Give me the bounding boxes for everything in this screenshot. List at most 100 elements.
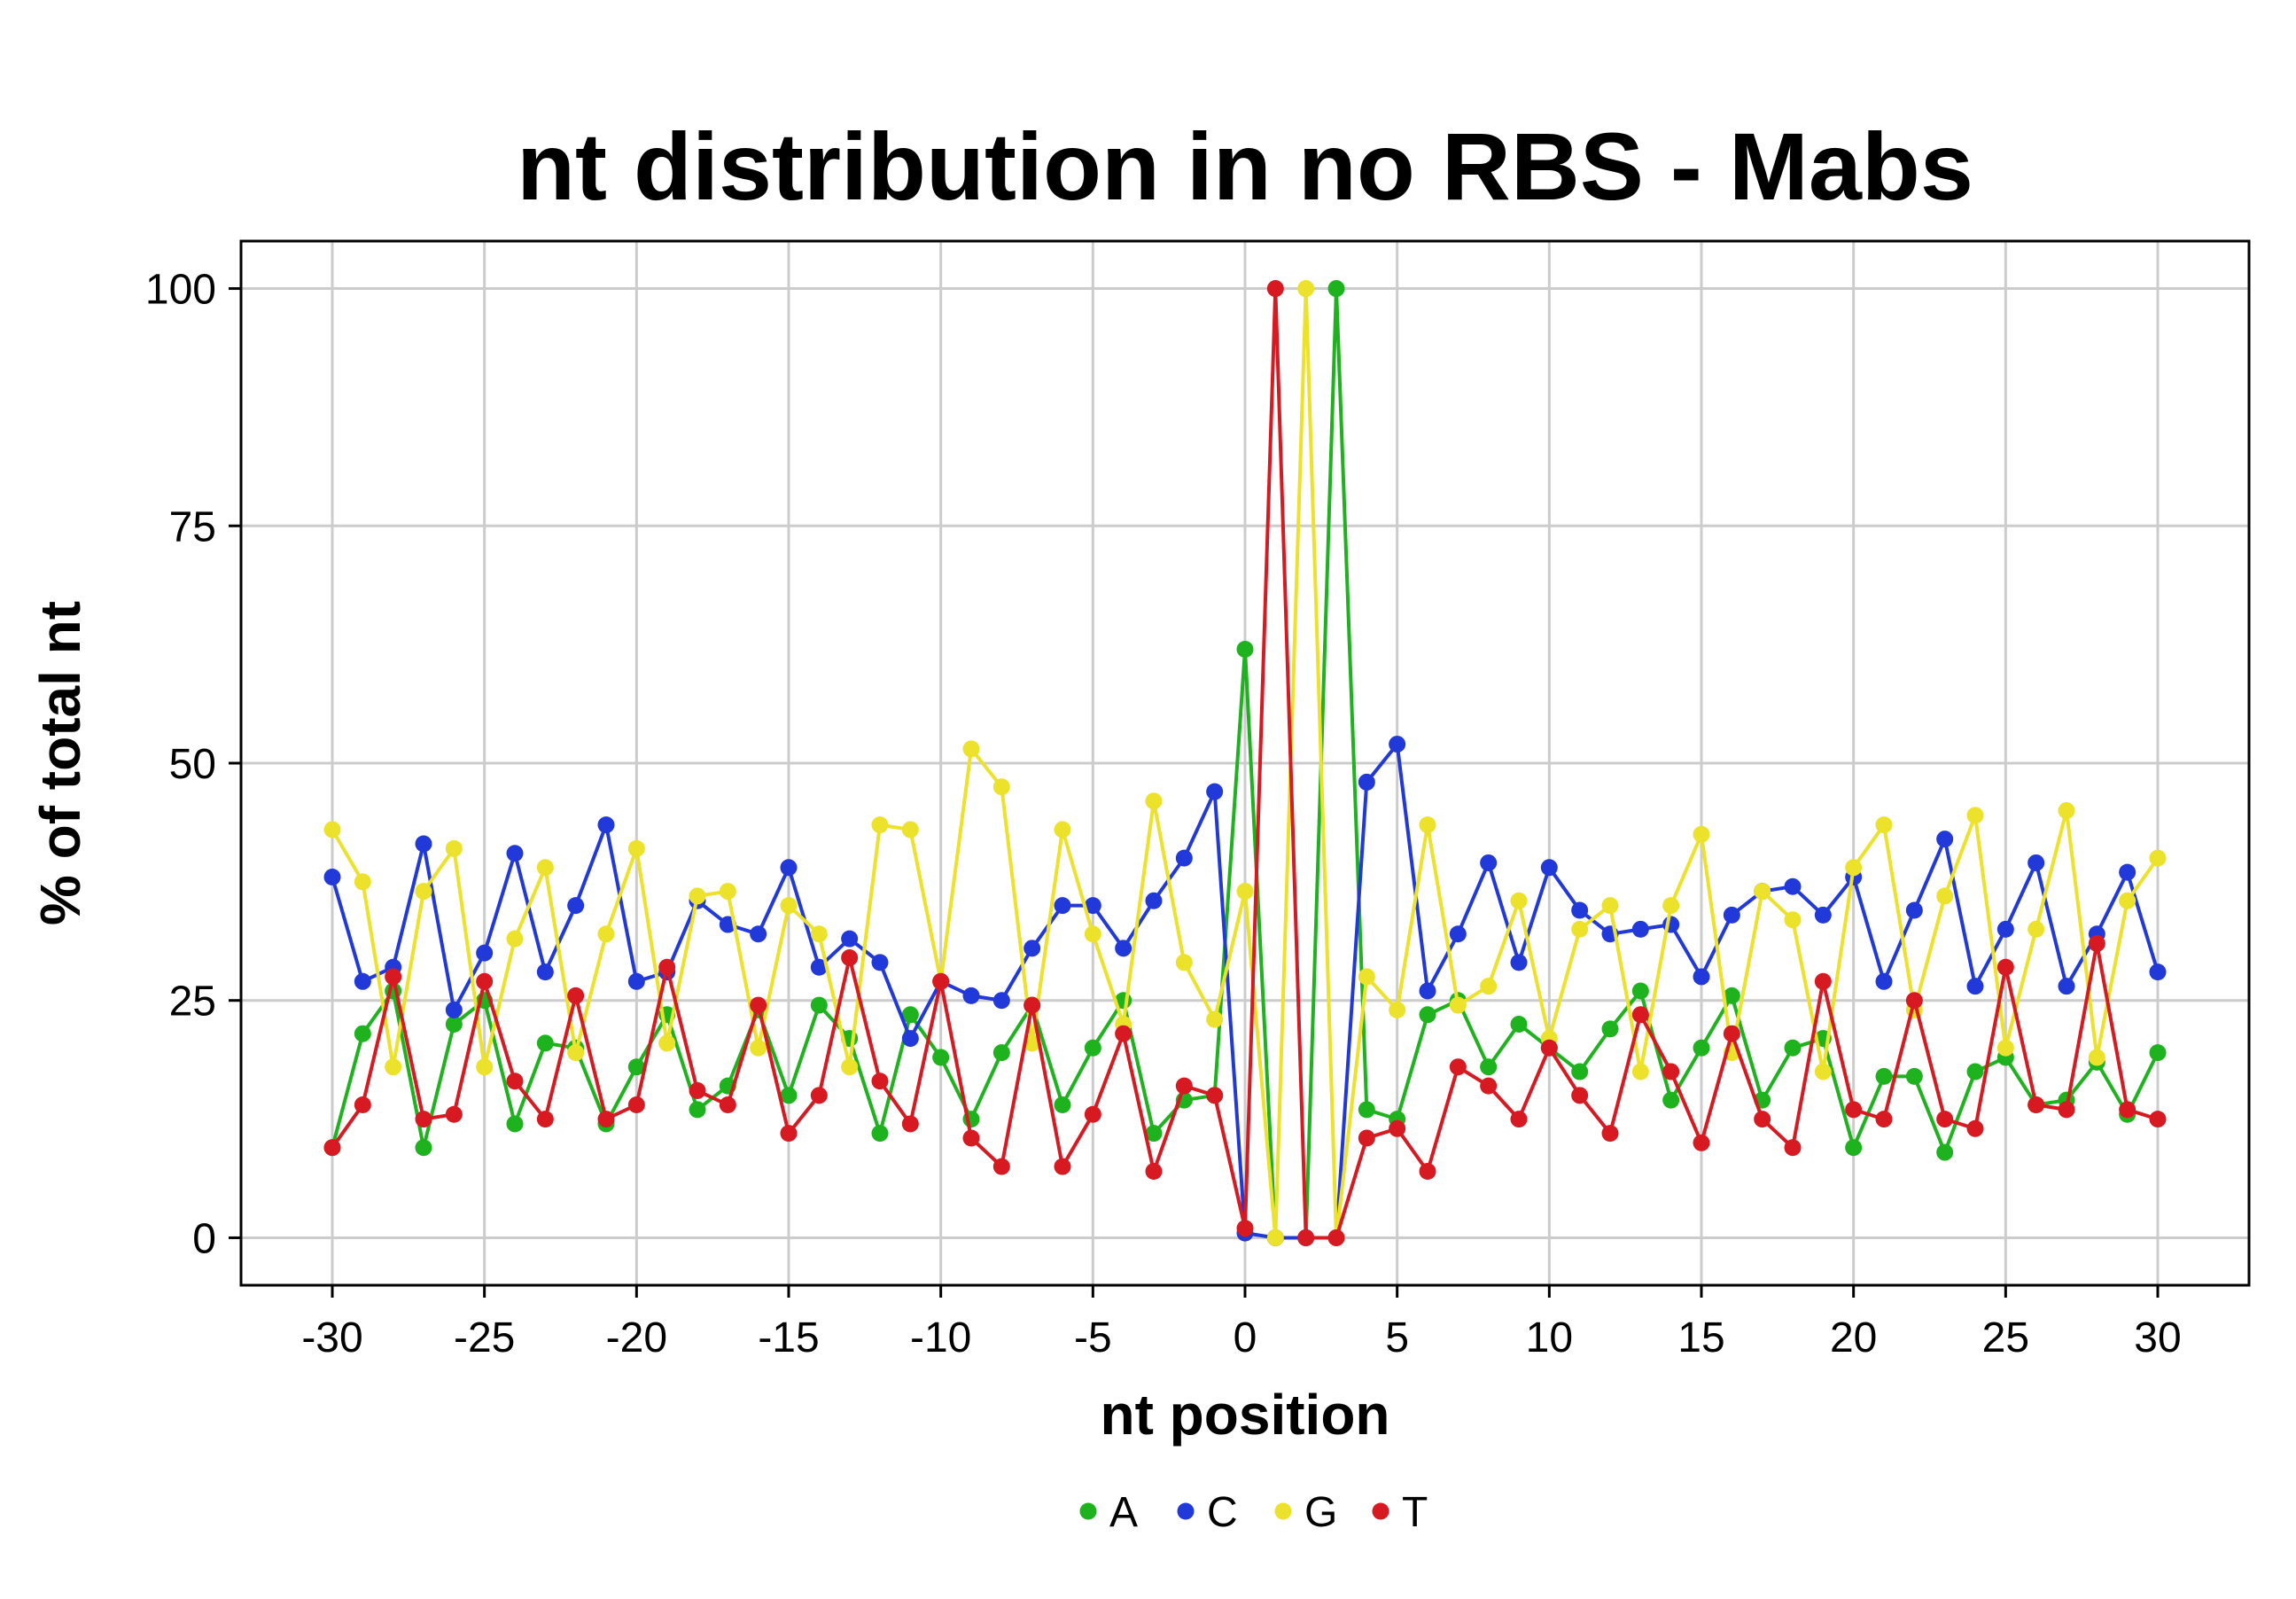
data-point-C bbox=[627, 972, 645, 990]
data-point-T bbox=[2149, 1111, 2167, 1128]
data-point-A bbox=[1601, 1020, 1619, 1038]
data-point-C bbox=[871, 954, 889, 971]
data-point-G bbox=[1845, 859, 1863, 877]
data-point-C bbox=[1084, 897, 1101, 915]
x-axis-title: nt position bbox=[1100, 1383, 1389, 1447]
legend-marker bbox=[1372, 1502, 1389, 1520]
data-point-G bbox=[1571, 920, 1589, 938]
data-point-T bbox=[689, 1081, 706, 1099]
data-point-C bbox=[992, 992, 1010, 1010]
data-point-C bbox=[1784, 878, 1802, 895]
data-point-A bbox=[1723, 987, 1740, 1004]
data-point-T bbox=[323, 1139, 341, 1157]
data-point-G bbox=[1449, 996, 1467, 1014]
data-point-C bbox=[1115, 940, 1132, 957]
data-point-G bbox=[445, 839, 463, 857]
data-point-G bbox=[1084, 925, 1101, 943]
data-point-C bbox=[1054, 897, 1071, 915]
y-axis-title: % of total nt bbox=[28, 601, 92, 925]
legend-item-C: C bbox=[1177, 1489, 1238, 1536]
data-point-G bbox=[871, 816, 889, 834]
legend-marker bbox=[1177, 1502, 1195, 1520]
data-point-C bbox=[750, 925, 767, 943]
data-point-A bbox=[1084, 1039, 1101, 1057]
data-point-C bbox=[1389, 736, 1406, 753]
data-point-G bbox=[1996, 1039, 2014, 1057]
data-point-C bbox=[780, 859, 798, 877]
data-point-T bbox=[841, 949, 859, 967]
data-point-C bbox=[1693, 968, 1710, 986]
data-point-A bbox=[1784, 1039, 1802, 1057]
data-point-T bbox=[506, 1072, 524, 1090]
data-point-T bbox=[932, 972, 950, 990]
data-point-G bbox=[627, 839, 645, 857]
data-point-T bbox=[810, 1087, 828, 1104]
x-tick-label: 0 bbox=[1234, 1314, 1257, 1361]
data-point-A bbox=[445, 1016, 463, 1033]
data-point-G bbox=[1631, 1063, 1649, 1080]
data-point-T bbox=[415, 1111, 432, 1128]
data-point-C bbox=[1023, 940, 1041, 957]
data-point-C bbox=[2027, 854, 2045, 871]
data-point-G bbox=[1662, 897, 1680, 915]
y-tick-label: 75 bbox=[169, 503, 216, 550]
data-point-G bbox=[1601, 897, 1619, 915]
data-point-A bbox=[901, 1006, 919, 1024]
data-point-G bbox=[323, 821, 341, 838]
x-tick-label: 15 bbox=[1677, 1314, 1724, 1361]
data-point-T bbox=[962, 1129, 980, 1147]
data-point-C bbox=[567, 897, 585, 915]
legend-marker bbox=[1079, 1502, 1097, 1520]
x-tick-label: -15 bbox=[758, 1314, 819, 1361]
data-point-T bbox=[1631, 1006, 1649, 1024]
data-point-A bbox=[689, 1101, 706, 1119]
data-point-T bbox=[1905, 992, 1923, 1010]
data-point-G bbox=[1419, 816, 1436, 834]
legend-marker bbox=[1274, 1502, 1292, 1520]
data-point-A bbox=[1693, 1039, 1710, 1057]
data-point-A bbox=[1054, 1096, 1071, 1114]
data-point-A bbox=[1631, 982, 1649, 1000]
data-point-C bbox=[1814, 906, 1832, 924]
series-G bbox=[323, 280, 2167, 1246]
data-point-A bbox=[1327, 280, 1345, 298]
data-point-G bbox=[1966, 807, 1984, 824]
data-point-C bbox=[1206, 783, 1224, 800]
data-point-C bbox=[1631, 920, 1649, 938]
data-point-G bbox=[689, 887, 706, 905]
data-point-C bbox=[1358, 773, 1375, 791]
data-point-C bbox=[506, 845, 524, 862]
data-point-A bbox=[1905, 1067, 1923, 1085]
data-point-T bbox=[992, 1158, 1010, 1175]
data-point-G bbox=[901, 821, 919, 838]
data-point-G bbox=[841, 1058, 859, 1076]
legend-label: C bbox=[1207, 1489, 1238, 1536]
data-point-C bbox=[1936, 831, 1954, 848]
data-point-T bbox=[627, 1096, 645, 1114]
data-point-G bbox=[2119, 892, 2136, 909]
data-point-T bbox=[1175, 1077, 1193, 1095]
data-point-G bbox=[415, 883, 432, 901]
data-point-C bbox=[1449, 925, 1467, 943]
data-point-T bbox=[1601, 1125, 1619, 1143]
data-point-C bbox=[2149, 963, 2167, 981]
data-point-T bbox=[658, 958, 676, 976]
data-point-G bbox=[1389, 1001, 1406, 1018]
data-point-T bbox=[1115, 1025, 1132, 1042]
x-tick-label: -10 bbox=[910, 1314, 971, 1361]
data-point-C bbox=[962, 987, 980, 1004]
x-tick-label: 10 bbox=[1526, 1314, 1573, 1361]
data-point-A bbox=[1419, 1006, 1436, 1024]
data-point-T bbox=[1145, 1162, 1163, 1180]
data-point-C bbox=[1996, 920, 2014, 938]
data-point-T bbox=[1754, 1111, 1771, 1128]
data-point-G bbox=[506, 930, 524, 948]
data-point-T bbox=[2027, 1096, 2045, 1114]
data-point-A bbox=[2149, 1044, 2167, 1062]
data-point-G bbox=[2088, 1049, 2105, 1066]
data-point-G bbox=[1054, 821, 1071, 838]
data-point-C bbox=[1966, 978, 1984, 995]
data-point-G bbox=[597, 925, 615, 943]
data-point-G bbox=[1784, 911, 1802, 929]
data-point-G bbox=[810, 925, 828, 943]
